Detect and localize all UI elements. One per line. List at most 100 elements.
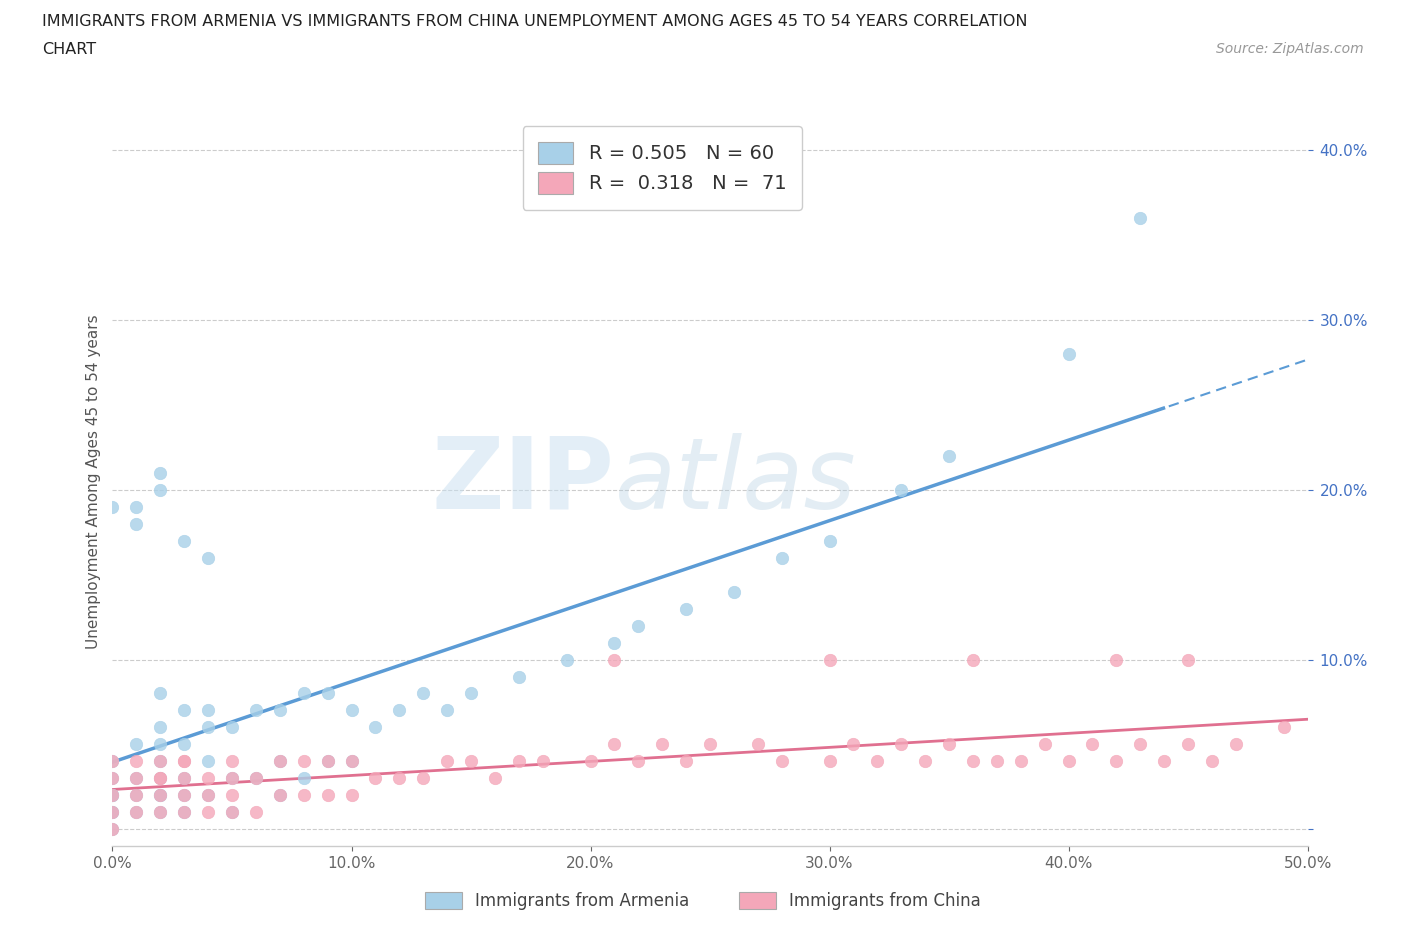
Point bbox=[723, 584, 745, 599]
Point bbox=[269, 754, 291, 769]
Point bbox=[508, 669, 530, 684]
Point bbox=[627, 618, 650, 633]
Point bbox=[221, 804, 243, 819]
Point bbox=[221, 720, 243, 735]
Point bbox=[149, 804, 172, 819]
Point bbox=[508, 754, 530, 769]
Point bbox=[149, 771, 172, 786]
Point bbox=[101, 788, 124, 803]
Point bbox=[149, 754, 172, 769]
Point bbox=[364, 720, 387, 735]
Point bbox=[579, 754, 602, 769]
Point bbox=[125, 771, 148, 786]
Point bbox=[125, 788, 148, 803]
Point bbox=[460, 686, 482, 701]
Point bbox=[292, 788, 315, 803]
Point bbox=[1201, 754, 1223, 769]
Point bbox=[292, 771, 315, 786]
Point bbox=[125, 788, 148, 803]
Point bbox=[1057, 754, 1080, 769]
Point bbox=[173, 771, 195, 786]
Point bbox=[221, 771, 243, 786]
Point bbox=[412, 771, 434, 786]
Point bbox=[675, 601, 697, 616]
Point bbox=[125, 516, 148, 531]
Point bbox=[197, 720, 219, 735]
Point bbox=[962, 652, 984, 667]
Point bbox=[149, 788, 172, 803]
Legend: R = 0.505   N = 60, R =  0.318   N =  71: R = 0.505 N = 60, R = 0.318 N = 71 bbox=[523, 126, 801, 210]
Point bbox=[340, 703, 363, 718]
Point bbox=[173, 754, 195, 769]
Point bbox=[484, 771, 506, 786]
Point bbox=[101, 822, 124, 837]
Point bbox=[436, 754, 458, 769]
Point bbox=[962, 754, 984, 769]
Point bbox=[269, 788, 291, 803]
Point bbox=[1129, 211, 1152, 226]
Point bbox=[292, 686, 315, 701]
Point bbox=[101, 499, 124, 514]
Point bbox=[603, 635, 626, 650]
Point bbox=[149, 771, 172, 786]
Point bbox=[101, 804, 124, 819]
Point bbox=[149, 804, 172, 819]
Point bbox=[770, 551, 793, 565]
Point bbox=[603, 652, 626, 667]
Point bbox=[340, 754, 363, 769]
Point bbox=[149, 465, 172, 480]
Point bbox=[627, 754, 650, 769]
Point bbox=[173, 788, 195, 803]
Point bbox=[101, 754, 124, 769]
Point bbox=[125, 499, 148, 514]
Text: IMMIGRANTS FROM ARMENIA VS IMMIGRANTS FROM CHINA UNEMPLOYMENT AMONG AGES 45 TO 5: IMMIGRANTS FROM ARMENIA VS IMMIGRANTS FR… bbox=[42, 14, 1028, 29]
Point bbox=[818, 754, 841, 769]
Point bbox=[125, 771, 148, 786]
Point bbox=[388, 703, 411, 718]
Point bbox=[221, 771, 243, 786]
Point bbox=[412, 686, 434, 701]
Point bbox=[818, 652, 841, 667]
Point bbox=[651, 737, 673, 751]
Point bbox=[245, 703, 267, 718]
Point bbox=[149, 771, 172, 786]
Point bbox=[1010, 754, 1032, 769]
Point bbox=[555, 652, 578, 667]
Point bbox=[197, 788, 219, 803]
Point bbox=[245, 771, 267, 786]
Legend: Immigrants from Armenia, Immigrants from China: Immigrants from Armenia, Immigrants from… bbox=[419, 885, 987, 917]
Point bbox=[173, 771, 195, 786]
Point bbox=[1105, 652, 1128, 667]
Point bbox=[173, 754, 195, 769]
Point bbox=[316, 788, 339, 803]
Point bbox=[149, 720, 172, 735]
Point bbox=[149, 737, 172, 751]
Point bbox=[125, 804, 148, 819]
Point bbox=[125, 754, 148, 769]
Point bbox=[747, 737, 769, 751]
Point bbox=[818, 533, 841, 548]
Point bbox=[316, 754, 339, 769]
Point bbox=[173, 804, 195, 819]
Point bbox=[436, 703, 458, 718]
Point bbox=[914, 754, 936, 769]
Point bbox=[388, 771, 411, 786]
Point bbox=[173, 703, 195, 718]
Point bbox=[197, 804, 219, 819]
Point bbox=[125, 737, 148, 751]
Point bbox=[101, 771, 124, 786]
Point bbox=[101, 771, 124, 786]
Text: CHART: CHART bbox=[42, 42, 96, 57]
Point bbox=[149, 754, 172, 769]
Point bbox=[938, 737, 960, 751]
Point bbox=[316, 686, 339, 701]
Point bbox=[269, 788, 291, 803]
Point bbox=[316, 754, 339, 769]
Point bbox=[197, 788, 219, 803]
Point bbox=[675, 754, 697, 769]
Point bbox=[221, 788, 243, 803]
Text: atlas: atlas bbox=[614, 432, 856, 530]
Point bbox=[1177, 737, 1199, 751]
Point bbox=[986, 754, 1008, 769]
Point bbox=[101, 822, 124, 837]
